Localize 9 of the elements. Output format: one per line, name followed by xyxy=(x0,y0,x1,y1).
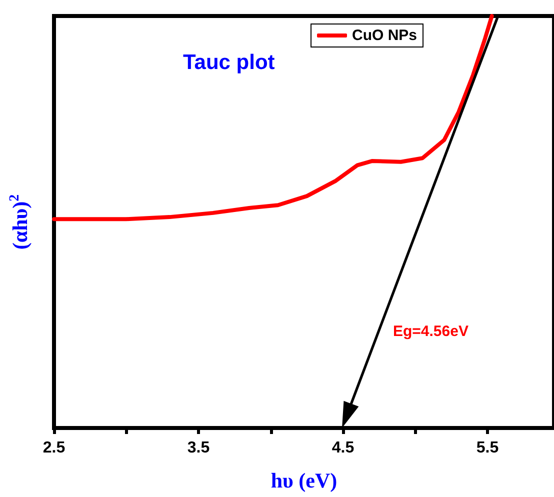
y-axis-title: (αhυ)2 xyxy=(8,194,32,250)
annotation: Tauc plot xyxy=(183,51,275,74)
x-axis-title: hυ (eV) xyxy=(270,468,338,492)
x-tick-label: 2.5 xyxy=(42,440,66,456)
x-tick-label: 5.5 xyxy=(476,440,499,456)
legend-label: CuO NPs xyxy=(352,27,418,44)
x-tick-label: 4.5 xyxy=(332,440,354,456)
x-tick-label: 3.5 xyxy=(187,440,210,456)
annotation: Eg=4.56eV xyxy=(393,323,468,340)
